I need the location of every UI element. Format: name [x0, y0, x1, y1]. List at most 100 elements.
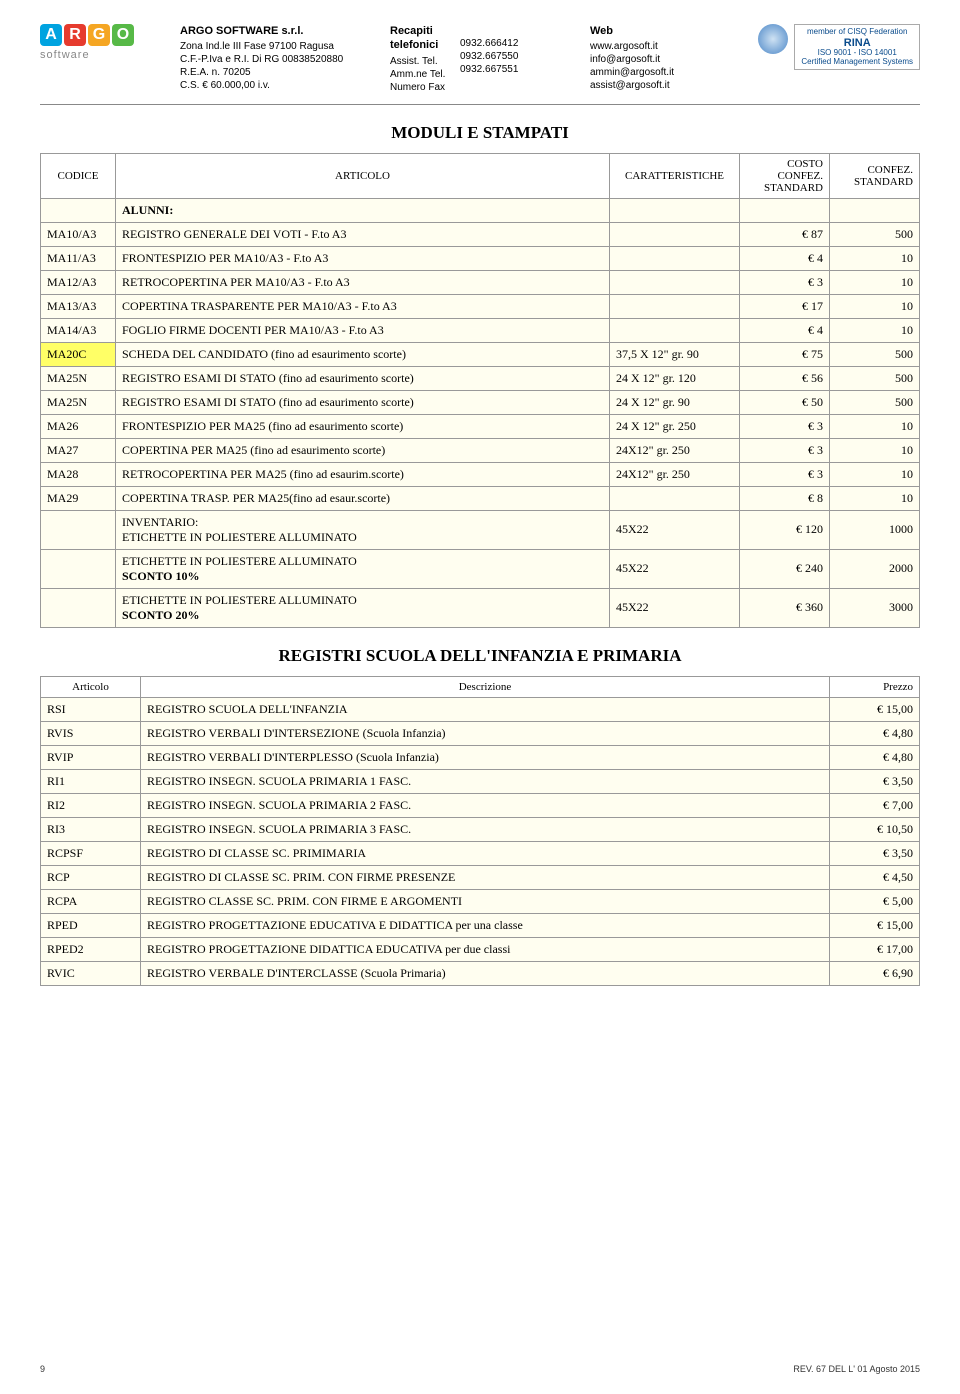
tel-number: 0932.666412 [460, 37, 518, 50]
cell-articolo: RCPA [41, 889, 141, 913]
cell-prezzo: € 50 [740, 390, 830, 414]
cell-prezzo: € 17,00 [830, 937, 920, 961]
moduli-table: CODICE ARTICOLO CARATTERISTICHE COSTO CO… [40, 153, 920, 628]
table-row: MA10/A3REGISTRO GENERALE DEI VOTI - F.to… [41, 222, 920, 246]
table-row: MA28RETROCOPERTINA PER MA25 (fino ad esa… [41, 462, 920, 486]
cell-confez: 10 [830, 270, 920, 294]
table-row: RCPSFREGISTRO DI CLASSE SC. PRIMIMARIA€ … [41, 841, 920, 865]
cell-articolo: COPERTINA TRASPARENTE PER MA10/A3 - F.to… [116, 294, 610, 318]
cell-caratt [610, 486, 740, 510]
cell-prezzo: € 75 [740, 342, 830, 366]
cell-caratt: 45X22 [610, 549, 740, 588]
cell-codice: MA10/A3 [41, 222, 116, 246]
cell-caratt [610, 246, 740, 270]
table-row: ETICHETTE IN POLIESTERE ALLUMINATOSCONTO… [41, 549, 920, 588]
cell-prezzo: € 87 [740, 222, 830, 246]
cell-articolo: RI1 [41, 769, 141, 793]
cell-codice: MA27 [41, 438, 116, 462]
cell-caratt [610, 318, 740, 342]
table-row: RI1REGISTRO INSEGN. SCUOLA PRIMARIA 1 FA… [41, 769, 920, 793]
cell-articolo: RVIC [41, 961, 141, 985]
table-header-row: Articolo Descrizione Prezzo [41, 676, 920, 697]
cell-articolo: RI3 [41, 817, 141, 841]
th-confez: CONFEZ. STANDARD [830, 153, 920, 198]
address-line: C.F.-P.Iva e R.I. Di RG 00838520880 [180, 53, 380, 66]
cell-articolo: RI2 [41, 793, 141, 817]
cell-prezzo: € 360 [740, 588, 830, 627]
table-row: RCPREGISTRO DI CLASSE SC. PRIM. CON FIRM… [41, 865, 920, 889]
logo: ARGO software [40, 20, 170, 94]
cell-descr: REGISTRO VERBALI D'INTERSEZIONE (Scuola … [141, 721, 830, 745]
address-line: Zona Ind.le III Fase 97100 Ragusa [180, 40, 380, 53]
cell-confez: 1000 [830, 510, 920, 549]
cell-codice: MA25N [41, 366, 116, 390]
table-row: RSIREGISTRO SCUOLA DELL'INFANZIA€ 15,00 [41, 697, 920, 721]
cell-codice: MA12/A3 [41, 270, 116, 294]
cell-caratt: 24X12" gr. 250 [610, 438, 740, 462]
logo-sub: software [40, 48, 160, 62]
revision: REV. 67 DEL L' 01 Agosto 2015 [793, 1364, 920, 1374]
th-articolo: Articolo [41, 676, 141, 697]
cell-articolo: FRONTESPIZIO PER MA25 (fino ad esaurimen… [116, 414, 610, 438]
tel-number: 0932.667550 [460, 50, 518, 63]
cell-prezzo: € 15,00 [830, 913, 920, 937]
table-row: RVISREGISTRO VERBALI D'INTERSEZIONE (Scu… [41, 721, 920, 745]
cell-prezzo: € 3 [740, 438, 830, 462]
table-row: MA20CSCHEDA DEL CANDIDATO (fino ad esaur… [41, 342, 920, 366]
cell-codice [41, 510, 116, 549]
cell-articolo: RVIS [41, 721, 141, 745]
table-row: MA29COPERTINA TRASP. PER MA25(fino ad es… [41, 486, 920, 510]
cell-codice: MA26 [41, 414, 116, 438]
cell-caratt [610, 222, 740, 246]
cell-prezzo: € 10,50 [830, 817, 920, 841]
table-row: MA13/A3COPERTINA TRASPARENTE PER MA10/A3… [41, 294, 920, 318]
address-line: R.E.A. n. 70205 [180, 66, 380, 79]
section2-title: REGISTRI SCUOLA DELL'INFANZIA E PRIMARIA [40, 646, 920, 666]
cell-prezzo: € 4,80 [830, 721, 920, 745]
th-articolo: ARTICOLO [116, 153, 610, 198]
cell-codice [41, 588, 116, 627]
th-codice: CODICE [41, 153, 116, 198]
address-block: ARGO SOFTWARE s.r.l. Zona Ind.le III Fas… [180, 20, 380, 94]
table-row: MA11/A3FRONTESPIZIO PER MA10/A3 - F.to A… [41, 246, 920, 270]
table-row: ETICHETTE IN POLIESTERE ALLUMINATOSCONTO… [41, 588, 920, 627]
th-descr: Descrizione [141, 676, 830, 697]
cell-prezzo: € 3 [740, 462, 830, 486]
cell-descr: REGISTRO INSEGN. SCUOLA PRIMARIA 3 FASC. [141, 817, 830, 841]
table-row: RI2REGISTRO INSEGN. SCUOLA PRIMARIA 2 FA… [41, 793, 920, 817]
cell-articolo: REGISTRO ESAMI DI STATO (fino ad esaurim… [116, 390, 610, 414]
cell-confez: 500 [830, 390, 920, 414]
cell-descr: REGISTRO VERBALE D'INTERCLASSE (Scuola P… [141, 961, 830, 985]
tel-title: Recapiti telefonici [390, 24, 460, 53]
web-link: info@argosoft.it [590, 53, 725, 66]
cell-codice: MA13/A3 [41, 294, 116, 318]
cell-articolo: RPED2 [41, 937, 141, 961]
cell-codice: MA29 [41, 486, 116, 510]
table-row: RPEDREGISTRO PROGETTAZIONE EDUCATIVA E D… [41, 913, 920, 937]
cell-prezzo: € 120 [740, 510, 830, 549]
web-link: www.argosoft.it [590, 40, 725, 53]
cell-codice: MA11/A3 [41, 246, 116, 270]
cell-confez: 3000 [830, 588, 920, 627]
cell-codice [41, 198, 116, 222]
cell-confez: 10 [830, 486, 920, 510]
cell-prezzo: € 3 [740, 270, 830, 294]
cell-prezzo: € 56 [740, 366, 830, 390]
cell-prezzo: € 15,00 [830, 697, 920, 721]
cert-badge: member of CISQ Federation RINA ISO 9001 … [794, 24, 920, 70]
web-link: ammin@argosoft.it [590, 66, 725, 79]
registri-table: Articolo Descrizione Prezzo RSIREGISTRO … [40, 676, 920, 986]
cell-articolo: COPERTINA PER MA25 (fino ad esaurimento … [116, 438, 610, 462]
cell-prezzo: € 7,00 [830, 793, 920, 817]
cell-prezzo: € 4 [740, 318, 830, 342]
cell-prezzo: € 17 [740, 294, 830, 318]
page-number: 9 [40, 1364, 45, 1374]
cert-top: member of CISQ Federation [801, 28, 913, 37]
table-row: RPED2REGISTRO PROGETTAZIONE DIDATTICA ED… [41, 937, 920, 961]
cell-descr: REGISTRO SCUOLA DELL'INFANZIA [141, 697, 830, 721]
address-line: C.S. € 60.000,00 i.v. [180, 79, 380, 92]
cell-articolo: RSI [41, 697, 141, 721]
cell-articolo: ETICHETTE IN POLIESTERE ALLUMINATOSCONTO… [116, 588, 610, 627]
web-link: assist@argosoft.it [590, 79, 725, 92]
tel-label: Numero Fax [390, 81, 460, 94]
